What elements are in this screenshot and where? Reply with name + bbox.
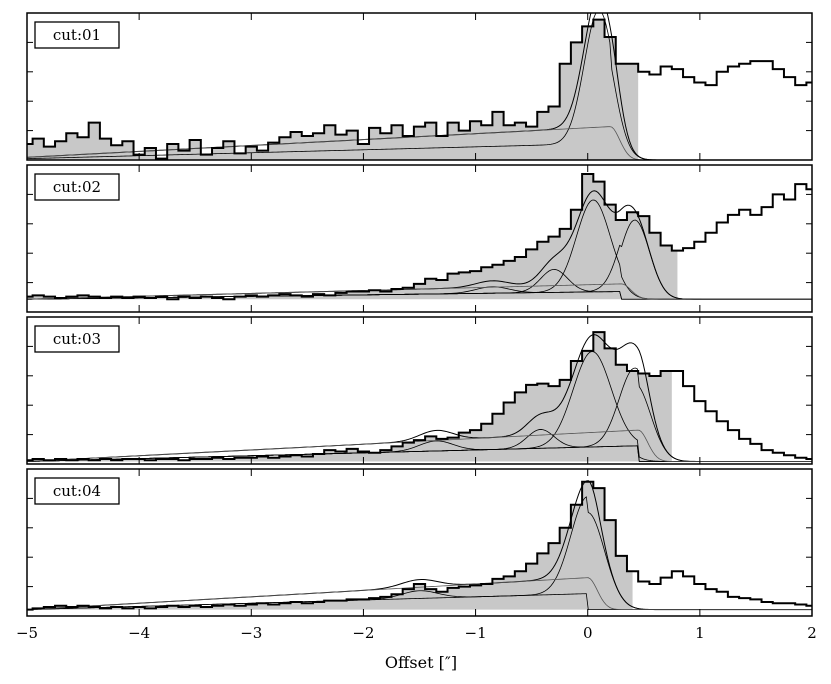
shaded-emission: [27, 19, 639, 160]
panel-frame: [26, 468, 813, 617]
x-axis-title: Offset [″]: [385, 653, 457, 672]
x-tick-label: −2: [352, 624, 374, 642]
x-axis: −5 −4 −3 −2 −1 0 1 2: [16, 624, 817, 642]
x-tick-label: −3: [240, 624, 262, 642]
panel-label-text: cut:03: [53, 330, 101, 348]
shaded-emission: [27, 481, 633, 610]
panel-label-box: [34, 325, 120, 353]
x-tick-label: −5: [16, 624, 38, 642]
panel-label: cut:02: [34, 173, 120, 201]
panel-label-box: [34, 477, 120, 505]
panel-frame: [26, 12, 813, 161]
baseline-line: [27, 429, 812, 462]
panel-label-box: [34, 173, 120, 201]
x-tick-label: 1: [695, 624, 705, 642]
panel-4: cut:04: [26, 468, 813, 617]
x-tick-label: −4: [128, 624, 150, 642]
panel-2: cut:02: [26, 164, 813, 313]
plot-area: [27, 172, 812, 301]
shaded-emission: [27, 173, 678, 300]
x-tick-label: −1: [465, 624, 487, 642]
x-tick-label: 2: [807, 624, 817, 642]
panel-label: cut:04: [34, 477, 120, 505]
gaussian-component-1: [27, 13, 812, 160]
panel-label: cut:03: [34, 325, 120, 353]
panel-frame: [26, 316, 813, 465]
observed-histogram: [27, 480, 812, 611]
plot-area: [27, 331, 812, 462]
panel-label-box: [34, 21, 120, 49]
baseline-line: [27, 577, 812, 611]
plot-area: [27, 480, 812, 611]
panel-3: cut:03: [26, 316, 813, 465]
x-tick-label: 0: [583, 624, 593, 642]
panel-label-text: cut:04: [53, 482, 101, 500]
baseline-line: [27, 126, 812, 160]
plot-area: [27, 13, 812, 160]
panel-label-text: cut:01: [53, 26, 101, 44]
panel-label-text: cut:02: [53, 178, 101, 196]
panel-1: cut:01: [26, 12, 813, 161]
observed-histogram: [27, 18, 812, 160]
panel-label: cut:01: [34, 21, 120, 49]
shaded-emission: [27, 332, 672, 462]
panel-frame: [26, 164, 813, 313]
observed-histogram: [27, 331, 812, 462]
observed-histogram: [27, 172, 812, 301]
